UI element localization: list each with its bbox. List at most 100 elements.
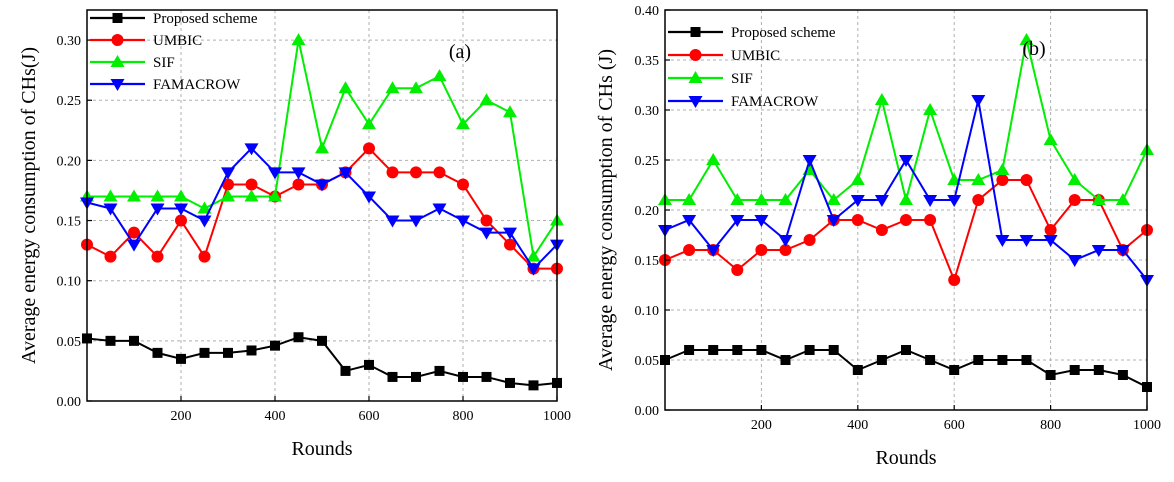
data-point bbox=[176, 353, 186, 364]
y-tick-label: 0.00 bbox=[635, 404, 660, 419]
data-point bbox=[103, 203, 118, 216]
data-point bbox=[923, 195, 938, 207]
data-point bbox=[900, 214, 912, 226]
data-point bbox=[387, 371, 398, 382]
data-point bbox=[409, 81, 423, 94]
y-tick-label: 0.30 bbox=[57, 34, 82, 49]
series-umbic bbox=[659, 174, 1153, 286]
legend-marker bbox=[110, 79, 125, 91]
data-point bbox=[221, 189, 235, 202]
data-point bbox=[925, 355, 936, 365]
data-point bbox=[291, 167, 306, 180]
data-point bbox=[1091, 245, 1106, 257]
data-point bbox=[128, 226, 140, 239]
legend-marker bbox=[112, 13, 123, 23]
data-point bbox=[480, 214, 493, 227]
data-point bbox=[526, 263, 541, 276]
x-axis-label: Rounds bbox=[291, 438, 352, 460]
data-point bbox=[268, 167, 282, 180]
data-point bbox=[481, 371, 492, 382]
data-point bbox=[1020, 174, 1033, 186]
data-point bbox=[1044, 224, 1057, 236]
data-point bbox=[995, 235, 1010, 247]
data-point bbox=[826, 215, 841, 227]
data-point bbox=[127, 189, 141, 202]
data-point bbox=[732, 345, 743, 355]
legend-label: FAMACROW bbox=[731, 94, 819, 110]
data-point bbox=[852, 365, 863, 375]
x-tick-label: 800 bbox=[453, 409, 474, 424]
legend-label: UMBIC bbox=[731, 48, 780, 64]
data-point bbox=[949, 365, 960, 375]
data-point bbox=[1069, 365, 1080, 375]
data-point bbox=[972, 194, 985, 206]
data-point bbox=[150, 189, 165, 202]
data-point bbox=[804, 345, 815, 355]
data-point bbox=[947, 195, 962, 207]
data-point bbox=[828, 345, 839, 355]
data-point bbox=[433, 166, 446, 179]
data-point bbox=[899, 155, 913, 167]
data-point bbox=[1021, 355, 1032, 365]
data-point bbox=[708, 345, 719, 355]
legend: Proposed scheme UMBIC SIF FAMACROW bbox=[668, 25, 836, 110]
legend-label: SIF bbox=[731, 71, 753, 87]
data-point bbox=[292, 178, 305, 191]
data-point bbox=[151, 250, 164, 263]
y-tick-label: 0.05 bbox=[635, 354, 660, 369]
data-point bbox=[198, 250, 211, 263]
series-sif bbox=[658, 33, 1154, 205]
data-point bbox=[386, 166, 399, 179]
data-point bbox=[221, 167, 235, 180]
data-point bbox=[1019, 235, 1034, 247]
data-point bbox=[875, 224, 888, 236]
data-point bbox=[706, 245, 721, 257]
legend-label: Proposed scheme bbox=[153, 11, 258, 27]
chart-a: 200 400 600 800 1000 0.00 0.05 0.10 0.15 0.20 0.25… bbox=[18, 9, 571, 460]
x-tick-label: 200 bbox=[751, 418, 772, 433]
x-tick-label: 600 bbox=[944, 418, 965, 433]
x-tick-label: 800 bbox=[1040, 418, 1061, 433]
plot-frame bbox=[86, 9, 558, 402]
y-tick-label: 0.00 bbox=[57, 395, 82, 410]
data-point bbox=[409, 215, 423, 228]
data-point bbox=[778, 235, 793, 247]
data-point bbox=[246, 345, 257, 356]
data-point bbox=[682, 193, 697, 205]
legend-marker bbox=[688, 96, 703, 108]
y-tick-label: 0.10 bbox=[635, 304, 660, 319]
legend-label: UMBIC bbox=[153, 33, 202, 49]
x-tick-label: 1000 bbox=[543, 409, 571, 424]
data-point bbox=[150, 203, 165, 216]
data-point bbox=[850, 195, 865, 207]
data-point bbox=[315, 179, 329, 192]
series-proposed-scheme bbox=[82, 332, 562, 391]
data-point bbox=[479, 93, 494, 106]
data-point bbox=[434, 365, 445, 376]
data-point bbox=[924, 214, 937, 226]
data-point bbox=[479, 227, 494, 240]
y-axis-label: Average energy consumption of CHs (J) bbox=[595, 49, 617, 371]
legend-item: SIF bbox=[668, 71, 753, 87]
data-point bbox=[1115, 245, 1130, 257]
legend-label: SIF bbox=[153, 55, 175, 71]
data-point bbox=[1043, 133, 1058, 145]
data-point bbox=[971, 173, 986, 185]
data-point bbox=[684, 345, 695, 355]
y-tick-label: 0.05 bbox=[57, 335, 82, 350]
data-point bbox=[1045, 370, 1056, 380]
data-point bbox=[995, 163, 1010, 175]
panel-label: (b) bbox=[1022, 38, 1045, 60]
data-point bbox=[754, 193, 769, 205]
series-famacrow bbox=[658, 95, 1154, 287]
data-point bbox=[174, 203, 188, 216]
data-point bbox=[457, 178, 469, 191]
data-point bbox=[683, 244, 696, 256]
legend-marker bbox=[688, 71, 703, 83]
data-point bbox=[528, 380, 539, 391]
data-point bbox=[338, 81, 353, 94]
data-point bbox=[996, 174, 1009, 186]
data-point bbox=[174, 189, 188, 202]
legend: Proposed scheme UMBIC SIF FAMACROW bbox=[90, 11, 258, 93]
data-point bbox=[129, 335, 139, 346]
